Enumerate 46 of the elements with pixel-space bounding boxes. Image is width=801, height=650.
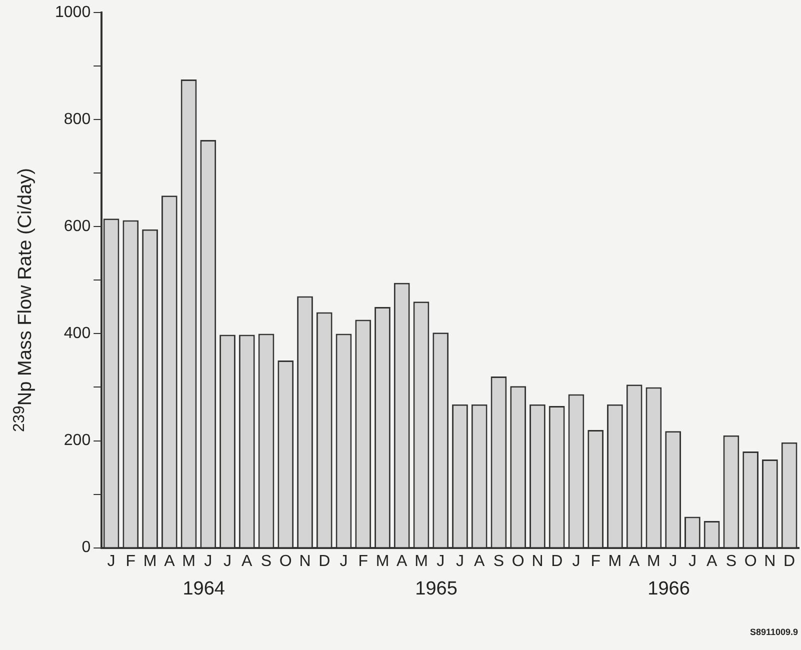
x-tick-label: O bbox=[744, 552, 757, 570]
text: 1965 bbox=[415, 578, 458, 600]
x-tick-label: A bbox=[164, 552, 176, 570]
x-tick-label: N bbox=[532, 552, 544, 570]
x-tick-label: N bbox=[764, 552, 776, 570]
text: 1966 bbox=[648, 578, 690, 600]
x-tick-label: S bbox=[260, 552, 272, 570]
y-tick-label: 0 bbox=[82, 539, 91, 556]
y-tick-label: 800 bbox=[64, 111, 91, 128]
x-tick-label: J bbox=[688, 552, 696, 570]
x-tick-label: J bbox=[204, 552, 212, 570]
x-tick-label: S bbox=[726, 552, 737, 570]
x-tick-label: D bbox=[551, 552, 563, 570]
y-tick-label: 1000 bbox=[55, 4, 91, 22]
x-tick-label: A bbox=[242, 552, 253, 570]
x-tick-label: J bbox=[669, 552, 678, 570]
x-tick-label: M bbox=[376, 552, 390, 570]
x-tick-label: S bbox=[493, 552, 504, 570]
y-tick-label: 200 bbox=[64, 432, 91, 450]
text: 1964 bbox=[182, 578, 226, 600]
x-tick-label: A bbox=[629, 552, 640, 570]
x-tick-label: J bbox=[436, 552, 445, 570]
x-tick-label: O bbox=[279, 552, 292, 570]
x-tick-label: A bbox=[706, 552, 718, 570]
x-tick-label: M bbox=[647, 552, 660, 570]
x-tick-label: M bbox=[143, 552, 157, 570]
x-tick-label: A bbox=[474, 552, 486, 570]
x-tick-label: M bbox=[414, 552, 428, 570]
x-tick-label: D bbox=[784, 552, 796, 570]
x-tick-label: J bbox=[224, 552, 232, 570]
x-tick-label: M bbox=[608, 552, 622, 570]
x-tick-label: O bbox=[512, 552, 524, 570]
x-tick-label: N bbox=[299, 552, 311, 570]
x-tick-label: J bbox=[107, 552, 116, 570]
y-tick-label: 400 bbox=[64, 325, 91, 342]
x-tick-label: F bbox=[126, 552, 136, 570]
text: S8911009.9 bbox=[750, 626, 798, 637]
y-tick-label: 600 bbox=[64, 218, 91, 236]
x-tick-label: J bbox=[572, 552, 580, 570]
x-tick-label: M bbox=[182, 552, 196, 570]
x-tick-label: F bbox=[590, 552, 601, 570]
x-tick-label: D bbox=[318, 552, 330, 570]
x-tick-label: J bbox=[340, 552, 348, 570]
x-tick-label: J bbox=[456, 552, 464, 570]
x-tick-label: A bbox=[396, 552, 408, 570]
x-tick-label: F bbox=[358, 552, 368, 570]
